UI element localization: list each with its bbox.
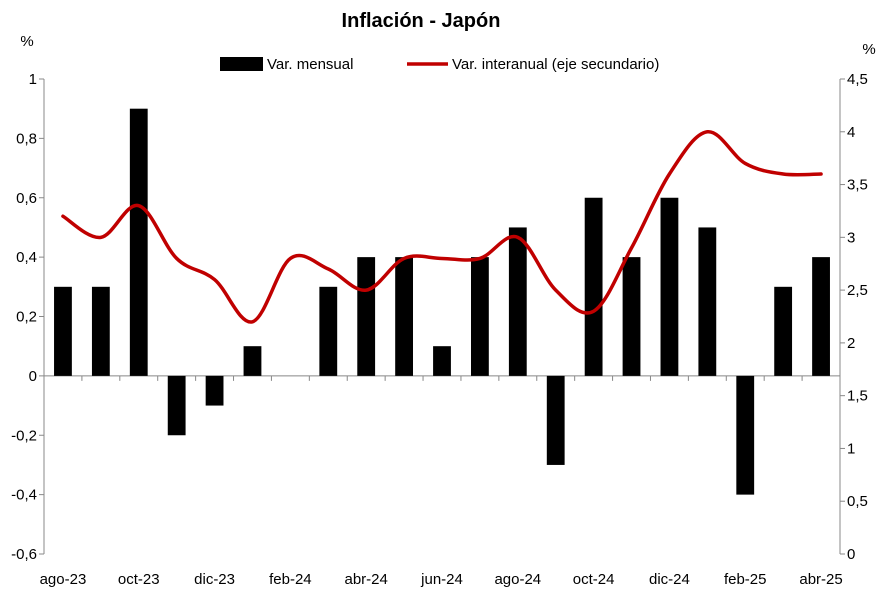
bar-feb-25 <box>736 375 755 495</box>
bar-sep-24 <box>546 375 565 465</box>
bar-ene-25 <box>698 227 717 376</box>
y2-tick-label: 2 <box>847 335 855 352</box>
y-tick-label: 0 <box>29 368 37 385</box>
y-tick-label: 0,4 <box>16 249 37 266</box>
y2-tick-label: 4 <box>847 124 855 141</box>
legend: Var. mensual Var. interanual (eje secund… <box>220 56 659 73</box>
x-tick-label: dic-23 <box>194 571 235 588</box>
x-tick-label: dic-24 <box>649 571 690 588</box>
y2-tick-label: 4,5 <box>847 71 868 88</box>
bar-abr-25 <box>812 257 830 376</box>
bar-nov-23 <box>167 375 186 436</box>
bar-jun-24 <box>433 346 451 376</box>
bar-nov-24 <box>622 257 641 376</box>
interannual-line <box>61 130 823 324</box>
right-axis-unit: % <box>862 41 875 58</box>
x-tick-label: jun-24 <box>420 571 463 588</box>
y2-tick-label: 0 <box>847 546 855 563</box>
x-axis-ticks: ago-23 oct-23 dic-23 feb-24 abr-24 jun-24 ago-… <box>40 571 843 588</box>
bar-jul-24 <box>470 257 489 376</box>
legend-line-label: Var. interanual (eje secundario) <box>452 56 659 73</box>
bar-ago-24 <box>508 227 527 376</box>
legend-bar-label: Var. mensual <box>267 56 353 73</box>
bar-abr-24 <box>357 257 376 376</box>
y-tick-label: -0,2 <box>11 427 37 444</box>
bar-oct-24 <box>584 197 603 376</box>
y2-tick-label: 3,5 <box>847 177 868 194</box>
x-tick-label: oct-23 <box>118 571 160 588</box>
x-tick-label: abr-25 <box>799 571 842 588</box>
x-tick-label: oct-24 <box>573 571 615 588</box>
y2-tick-label: 1 <box>847 440 855 457</box>
y-tick-label: 0,8 <box>16 130 37 147</box>
bar-ene-24 <box>243 346 262 376</box>
y2-tick-label: 3 <box>847 229 855 246</box>
y2-tick-label: 2,5 <box>847 282 868 299</box>
y-tick-label: 0,2 <box>16 309 37 326</box>
y-tick-label: -0,4 <box>11 487 37 504</box>
x-tick-label: ago-23 <box>40 571 87 588</box>
y-tick-label: 1 <box>29 71 37 88</box>
bar-sep-23 <box>91 286 110 376</box>
y-axis-ticks: -0,6 -0,4 -0,2 0 0,2 0,4 0,6 0,8 1 <box>11 71 44 563</box>
bar-dic-24 <box>660 197 679 376</box>
line-series <box>61 130 823 324</box>
bar-may-24 <box>395 257 414 376</box>
y-tick-label: 0,6 <box>16 190 37 207</box>
y2-axis-ticks: 0 0,5 1 1,5 2 2,5 3 3,5 4 4,5 <box>840 71 868 563</box>
x-tick-label: ago-24 <box>494 571 541 588</box>
bar-series <box>54 108 830 495</box>
bar-mar-25 <box>774 286 793 376</box>
y2-tick-label: 1,5 <box>847 388 868 405</box>
y-tick-label: -0,6 <box>11 546 37 563</box>
bar-dic-23 <box>205 375 224 406</box>
x-tick-label: feb-24 <box>269 571 312 588</box>
chart-title: Inflación - Japón <box>342 10 501 32</box>
bar-ago-23 <box>54 286 72 376</box>
bar-mar-24 <box>319 286 338 376</box>
legend-bar-swatch <box>220 57 263 71</box>
y2-tick-label: 0,5 <box>847 493 868 510</box>
x-tick-label: abr-24 <box>345 571 388 588</box>
left-axis-unit: % <box>20 33 33 50</box>
bar-oct-23 <box>129 108 148 376</box>
x-tick-label: feb-25 <box>724 571 767 588</box>
